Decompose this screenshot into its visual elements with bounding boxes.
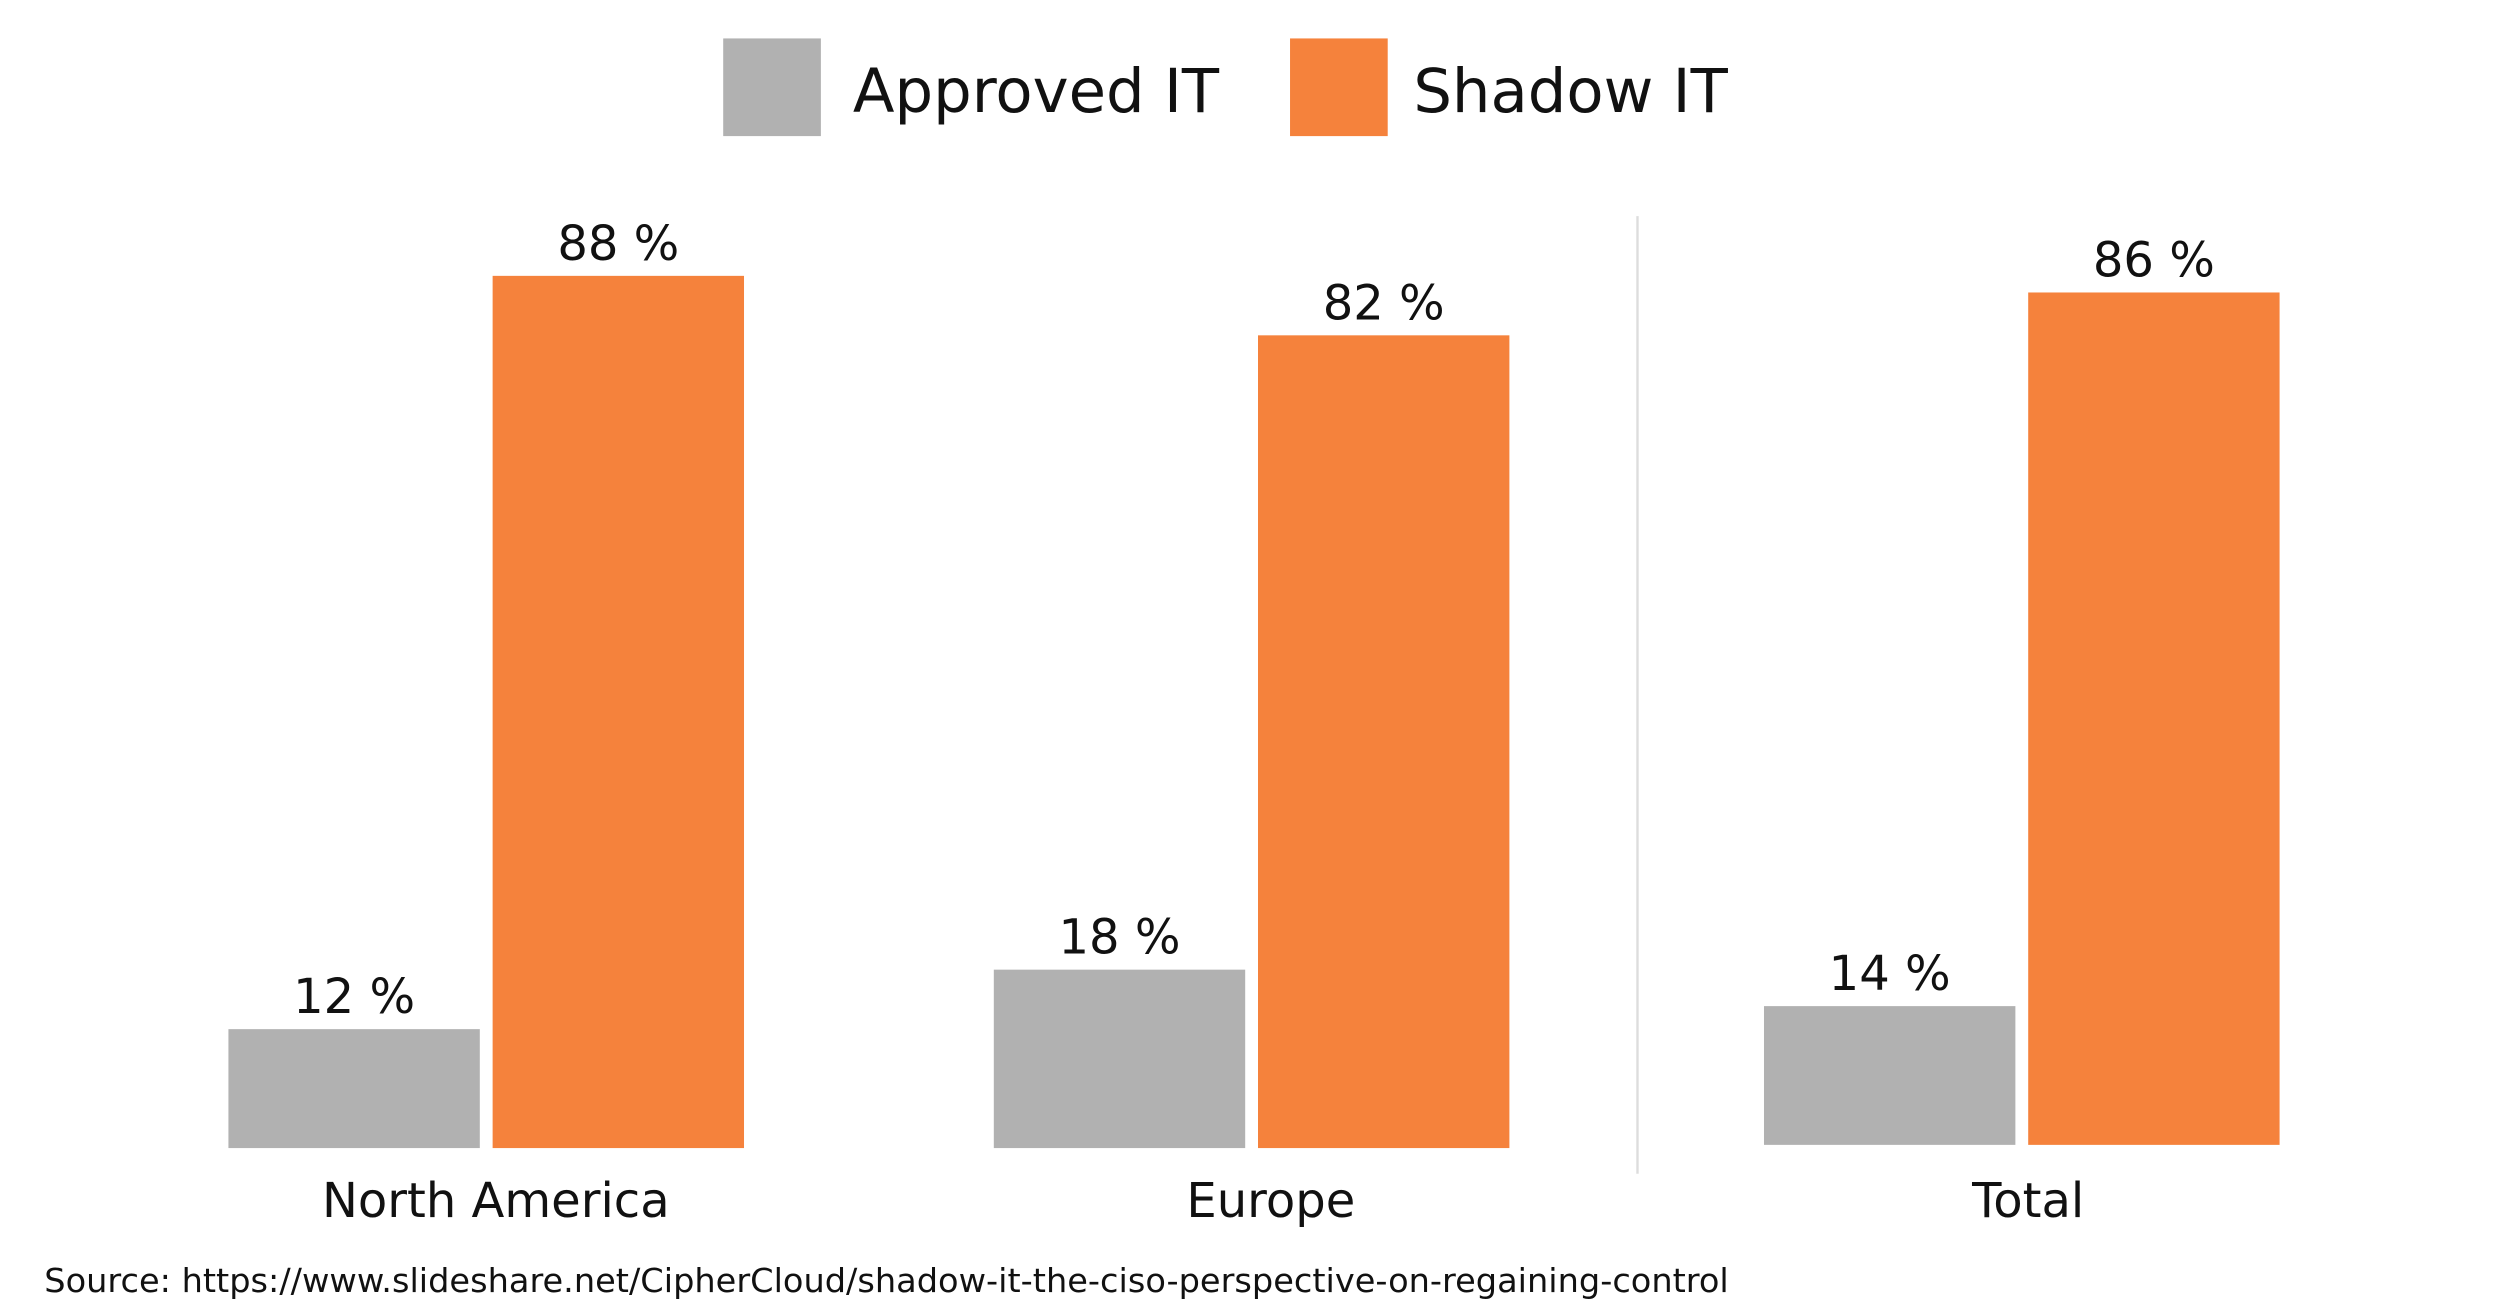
- data-label-shadow-it-north-america: 88 %: [557, 216, 679, 272]
- bar-shadow-it-north-america: [492, 275, 745, 1149]
- legend: Approved IT Shadow IT: [723, 38, 1729, 137]
- bar-shadow-it-europe: [1258, 335, 1510, 1149]
- bar-approved-it-total: [1763, 1006, 2016, 1145]
- data-label-approved-it-total: 14 %: [1829, 946, 1951, 1002]
- category-labels: North America Europe Total: [322, 1173, 2084, 1229]
- legend-label-approved-it: Approved IT: [853, 57, 1220, 127]
- data-label-approved-it-north-america: 12 %: [293, 969, 415, 1025]
- data-label-shadow-it-total: 86 %: [2093, 232, 2215, 288]
- bars: 12 % 88 % 18 % 82 % 14 % 86 %: [228, 216, 2280, 1149]
- category-label-total: Total: [1971, 1173, 2084, 1229]
- legend-swatch-approved-it: [723, 38, 821, 137]
- legend-swatch-shadow-it: [1290, 38, 1388, 137]
- legend-label-shadow-it: Shadow IT: [1413, 57, 1728, 127]
- category-label-europe: Europe: [1186, 1173, 1355, 1229]
- data-label-shadow-it-europe: 82 %: [1323, 275, 1445, 331]
- bar-shadow-it-total: [2028, 292, 2280, 1145]
- bar-approved-it-north-america: [228, 1029, 480, 1149]
- source-note: Source: https://www.slideshare.net/Ciphe…: [44, 1262, 1728, 1300]
- category-label-north-america: North America: [322, 1173, 670, 1229]
- data-label-approved-it-europe: 18 %: [1059, 910, 1181, 966]
- bar-approved-it-europe: [993, 969, 1246, 1149]
